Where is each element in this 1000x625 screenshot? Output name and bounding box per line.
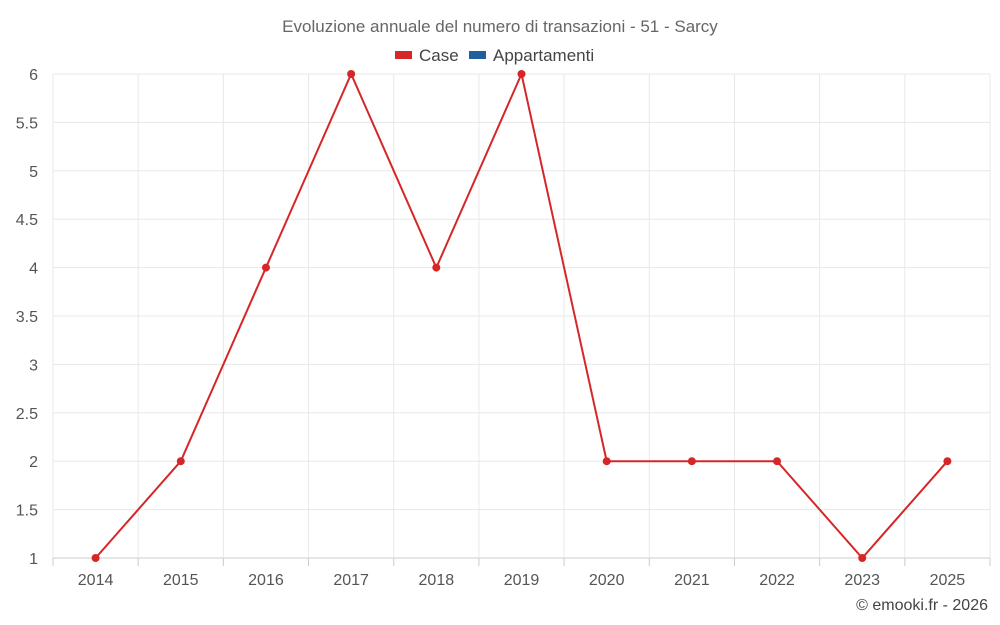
y-tick-label: 6: [29, 67, 38, 84]
grid: [52, 73, 991, 559]
legend-item-case[interactable]: Case: [395, 46, 459, 65]
legend-label-case: Case: [419, 46, 459, 65]
y-tick-label: 5: [29, 164, 38, 181]
data-point[interactable]: [517, 70, 526, 78]
chart-title: Evoluzione annuale del numero di transaz…: [282, 17, 718, 36]
legend-swatch-case: [395, 51, 412, 59]
x-tick-label: 2023: [844, 572, 880, 589]
y-tick-label: 2.5: [16, 406, 38, 423]
x-tick-label: 2022: [759, 572, 795, 589]
x-tick-label: 2025: [930, 572, 966, 589]
x-tick-label: 2015: [163, 572, 199, 589]
data-point[interactable]: [432, 263, 441, 272]
data-point[interactable]: [176, 457, 185, 466]
copyright-footer: © emooki.fr - 2026: [856, 597, 988, 614]
x-tick-label: 2016: [248, 572, 284, 589]
x-tick-label: 2019: [504, 572, 540, 589]
x-tick-label: 2014: [78, 572, 114, 589]
y-tick-label: 5.5: [16, 115, 38, 132]
y-tick-label: 3.5: [16, 309, 38, 326]
data-point[interactable]: [687, 457, 696, 466]
x-axis: 2014 2015 2016 2017 2018 2019 2020 2021 2022 2023…: [52, 558, 991, 589]
data-point[interactable]: [261, 263, 270, 272]
x-tick-label: 2018: [419, 572, 455, 589]
data-point[interactable]: [602, 457, 611, 466]
y-tick-label: 3: [29, 357, 38, 374]
legend-item-appartamenti[interactable]: Appartamenti: [469, 46, 594, 65]
series-case: [91, 70, 952, 562]
x-tick-label: 2020: [589, 572, 625, 589]
legend-label-appartamenti: Appartamenti: [493, 46, 594, 65]
legend: Case Appartamenti: [395, 46, 594, 65]
data-point[interactable]: [858, 554, 867, 562]
x-tick-label: 2017: [333, 572, 369, 589]
y-tick-label: 2: [29, 454, 38, 471]
y-tick-label: 4.5: [16, 212, 38, 229]
y-tick-label: 4: [29, 261, 38, 278]
data-point[interactable]: [773, 457, 782, 466]
y-axis: 1 1.5 2 2.5 3 3.5 4 4.5 5 5.5 6: [16, 67, 38, 568]
data-point[interactable]: [943, 457, 952, 466]
legend-swatch-appartamenti: [469, 51, 486, 59]
data-point[interactable]: [91, 554, 100, 562]
y-tick-label: 1: [29, 551, 38, 568]
data-point[interactable]: [347, 70, 356, 78]
x-tick-label: 2021: [674, 572, 710, 589]
y-tick-label: 1.5: [16, 503, 38, 520]
